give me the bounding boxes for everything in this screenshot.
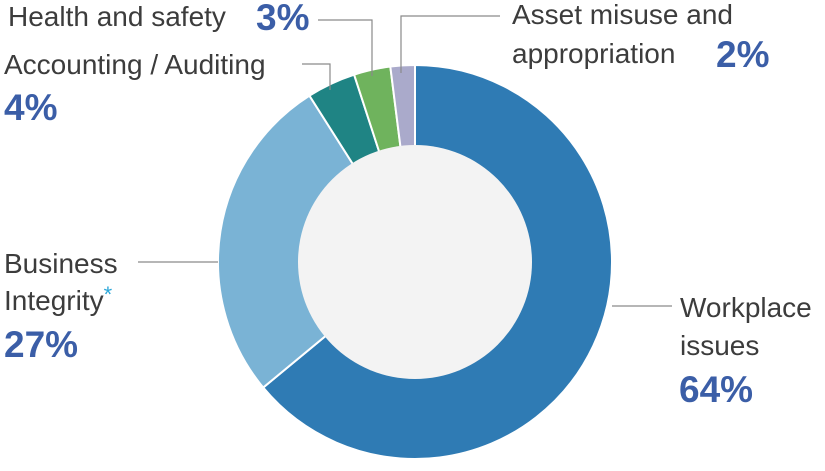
leader-line-health [318,19,373,76]
label-health-and-safety: Health and safety [8,1,226,32]
value-accounting-auditing: 4% [4,87,57,128]
value-health-and-safety: 3% [256,0,309,38]
donut-hole [298,145,532,379]
label-workplace-line-2: issues [680,330,759,361]
label-business-line-1: Business [4,248,118,279]
label-asset-line-1: Asset misuse and [512,0,733,30]
label-accounting-auditing: Accounting / Auditing [4,49,266,80]
label-business-line-2: Integrity* [4,282,113,316]
leader-line-accounting [302,63,331,90]
label-business-line-2-text: Integrity [4,285,104,316]
value-business-integrity: 27% [4,324,78,365]
footnote-asterisk: * [104,282,113,307]
value-asset-misuse: 2% [716,34,769,75]
label-asset-line-2: appropriation [512,38,675,69]
leader-line-asset [400,15,500,73]
value-workplace-issues: 64% [679,369,753,410]
label-workplace-line-1: Workplace [680,292,812,323]
